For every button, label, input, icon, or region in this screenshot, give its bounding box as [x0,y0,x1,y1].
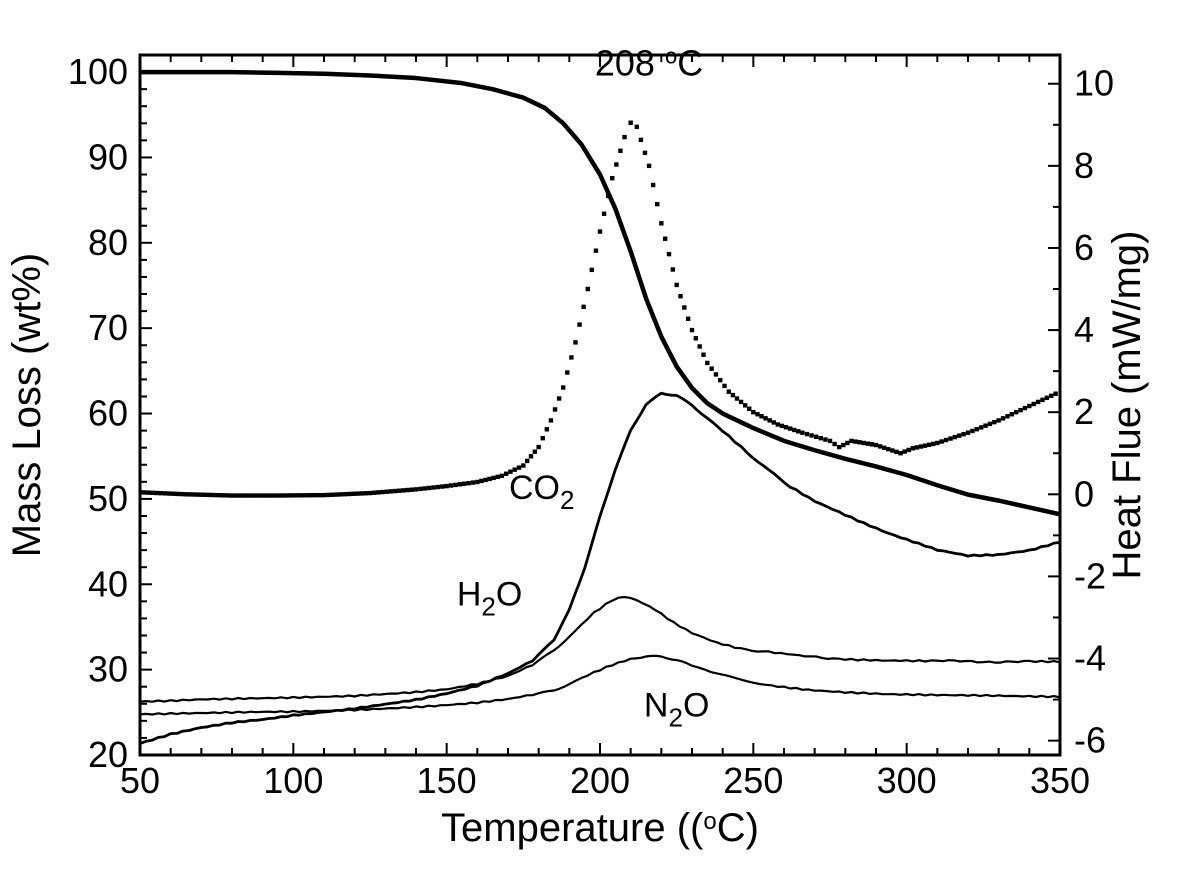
y-left-tick-label: 70 [88,307,128,348]
y-left-tick-label: 90 [88,136,128,177]
y-right-tick-label: 8 [1074,145,1094,186]
y-right-tick-label: -6 [1074,720,1106,761]
y-right-tick-label: 0 [1074,473,1094,514]
annotation: CO2 [509,469,574,515]
y-left-tick-label: 30 [88,649,128,690]
y-right-tick-label: 2 [1074,391,1094,432]
tga-dsc-chart: 501001502002503003502030405060708090100-… [0,0,1198,879]
x-tick-label: 300 [877,760,937,801]
y-right-tick-label: -2 [1074,555,1106,596]
series-h2o [140,597,1060,702]
y-left-tick-label: 60 [88,393,128,434]
y-left-tick-label: 20 [88,734,128,775]
x-tick-label: 150 [417,760,477,801]
series-n2o [140,656,1060,715]
x-tick-label: 100 [263,760,323,801]
series-group [138,72,1060,743]
y-right-tick-label: -4 [1074,638,1106,679]
x-tick-label: 350 [1030,760,1090,801]
y-right-axis-label: Heat Flue (mW/mg) [1105,231,1149,580]
y-right-tick-label: 4 [1074,309,1094,350]
y-right-tick-label: 6 [1074,227,1094,268]
annotation: 208 oC [595,43,703,84]
x-tick-label: 250 [723,760,783,801]
series-heat_flue [138,121,1058,498]
y-left-axis-label: Mass Loss (wt%) [5,253,49,558]
y-right-tick-label: 10 [1074,63,1114,104]
y-left-tick-label: 40 [88,563,128,604]
annotation: N2O [644,687,709,733]
plot-border [140,55,1060,755]
x-tick-label: 200 [570,760,630,801]
annotation: H2O [457,576,522,622]
y-left-tick-label: 80 [88,222,128,263]
y-left-tick-label: 100 [68,51,128,92]
y-left-tick-label: 50 [88,478,128,519]
x-axis-label: Temperature ((oC) [441,806,759,850]
